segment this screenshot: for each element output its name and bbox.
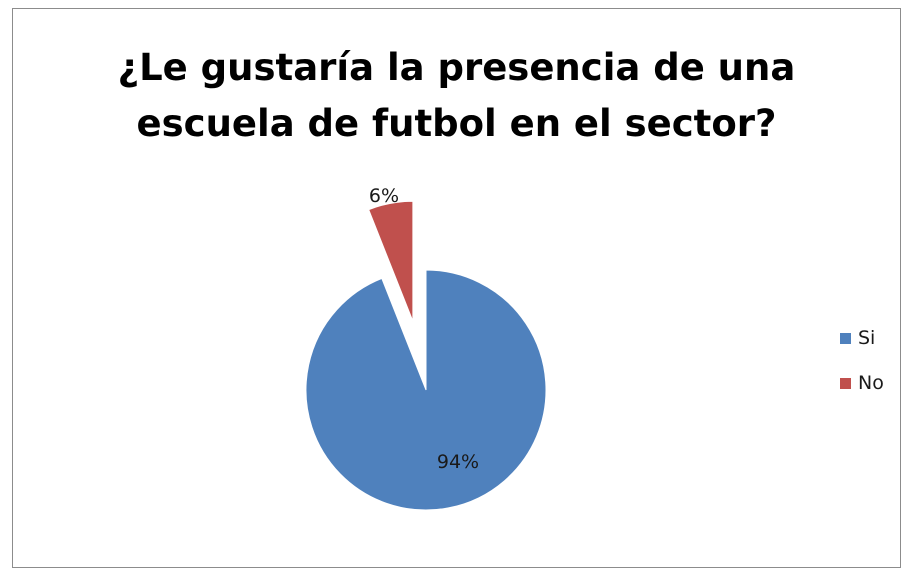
legend: Si No	[840, 322, 884, 412]
legend-label-si: Si	[858, 327, 876, 349]
legend-label-no: No	[858, 372, 884, 394]
legend-item-no: No	[840, 367, 884, 399]
chart-title-line-1: ¿Le gustaría la presencia de una	[117, 46, 796, 89]
data-label-no: 6%	[369, 185, 399, 207]
data-label-si: 94%	[437, 451, 479, 473]
chart-title-line-2: escuela de futbol en el sector?	[136, 102, 777, 145]
chart-title: ¿Le gustaría la presencia de una escuela…	[0, 40, 913, 152]
legend-swatch-si	[840, 332, 851, 344]
pie-slice-si	[305, 269, 547, 511]
legend-swatch-no	[840, 377, 851, 389]
pie-slices	[305, 200, 547, 511]
legend-item-si: Si	[840, 322, 884, 354]
pie-data-labels: 94% 6%	[369, 185, 479, 473]
pie-slice-no	[368, 200, 414, 322]
